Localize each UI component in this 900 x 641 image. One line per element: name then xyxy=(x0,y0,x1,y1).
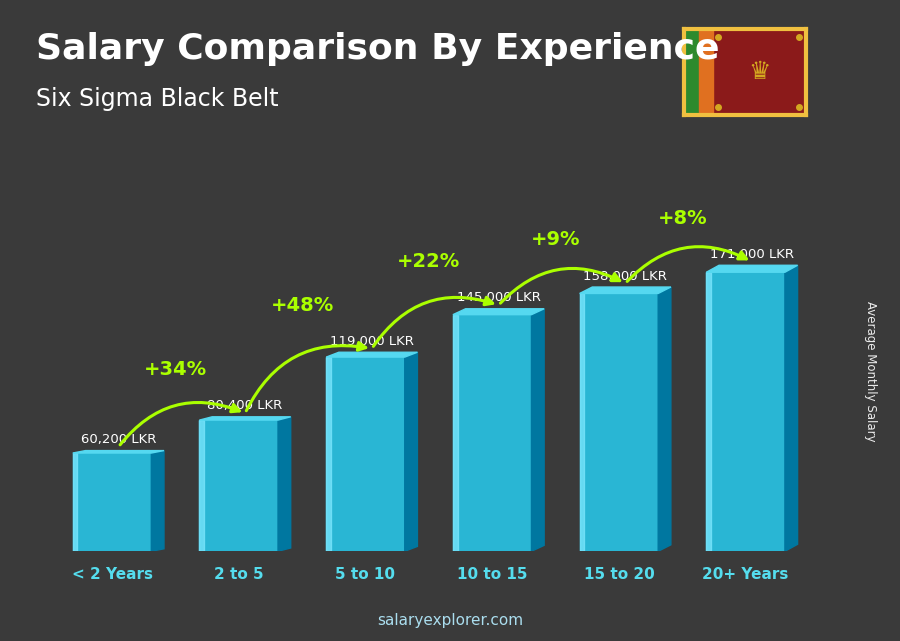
Polygon shape xyxy=(405,353,418,551)
Bar xyxy=(326,357,405,551)
Polygon shape xyxy=(532,309,544,551)
Bar xyxy=(706,272,711,551)
Bar xyxy=(73,453,151,551)
Bar xyxy=(698,29,713,115)
Bar xyxy=(453,315,457,551)
Bar xyxy=(200,420,278,551)
Text: 60,200 LKR: 60,200 LKR xyxy=(81,433,156,446)
Polygon shape xyxy=(278,417,291,551)
Polygon shape xyxy=(785,265,797,551)
Polygon shape xyxy=(658,287,670,551)
Text: Salary Comparison By Experience: Salary Comparison By Experience xyxy=(36,32,719,66)
Text: salaryexplorer.com: salaryexplorer.com xyxy=(377,613,523,628)
Polygon shape xyxy=(151,451,164,551)
Text: 171,000 LKR: 171,000 LKR xyxy=(710,248,794,261)
Polygon shape xyxy=(73,451,164,453)
Polygon shape xyxy=(706,265,797,272)
Text: +48%: +48% xyxy=(271,296,334,315)
Text: 145,000 LKR: 145,000 LKR xyxy=(456,292,541,304)
Bar xyxy=(73,453,77,551)
Bar xyxy=(706,272,785,551)
Text: +34%: +34% xyxy=(144,360,207,379)
Text: Six Sigma Black Belt: Six Sigma Black Belt xyxy=(36,87,279,110)
Text: +9%: +9% xyxy=(531,230,580,249)
Bar xyxy=(453,315,532,551)
Bar xyxy=(200,420,204,551)
Polygon shape xyxy=(200,417,291,420)
Text: Average Monthly Salary: Average Monthly Salary xyxy=(865,301,878,442)
Text: 119,000 LKR: 119,000 LKR xyxy=(330,335,414,348)
Polygon shape xyxy=(580,287,670,294)
Polygon shape xyxy=(326,353,418,357)
Bar xyxy=(684,29,698,115)
Text: +8%: +8% xyxy=(658,208,707,228)
Text: 80,400 LKR: 80,400 LKR xyxy=(208,399,283,413)
Text: 158,000 LKR: 158,000 LKR xyxy=(583,270,667,283)
Bar xyxy=(580,294,658,551)
Bar xyxy=(580,294,584,551)
Text: +22%: +22% xyxy=(397,252,461,271)
Polygon shape xyxy=(453,309,544,315)
Bar xyxy=(326,357,331,551)
Text: ♛: ♛ xyxy=(748,60,770,84)
